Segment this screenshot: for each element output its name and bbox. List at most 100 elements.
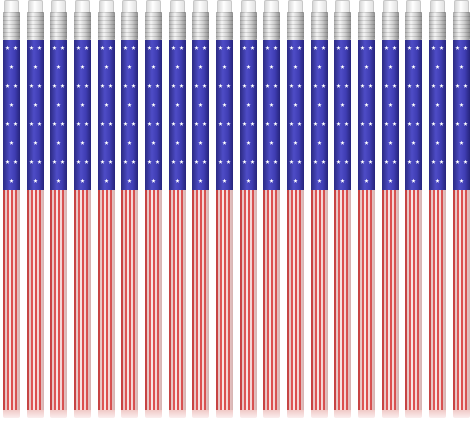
star-icon [459, 102, 464, 107]
star-icon [52, 83, 58, 88]
pencil-end [74, 410, 92, 418]
star-icon [364, 178, 369, 183]
star-icon [103, 140, 109, 145]
star-icon [411, 64, 417, 69]
star-icon [289, 45, 294, 50]
pencil-ferrule [405, 12, 423, 40]
star-icon [265, 121, 271, 126]
star-icon [415, 45, 421, 50]
star-icon [32, 102, 38, 107]
star-icon [336, 159, 342, 164]
star-icon [317, 102, 322, 107]
star-icon [364, 64, 369, 69]
star-icon [340, 140, 346, 145]
star-icon [131, 83, 137, 88]
star-icon [107, 121, 113, 126]
star-icon [344, 45, 350, 50]
star-icon [368, 45, 373, 50]
star-icon [103, 178, 109, 183]
pencil-eraser [169, 0, 185, 12]
pencil-end [216, 410, 234, 418]
star-icon [388, 102, 393, 107]
star-icon [321, 121, 326, 126]
star-icon [336, 83, 342, 88]
star-icon [179, 83, 184, 88]
star-icon [222, 102, 227, 107]
star-icon [242, 45, 247, 50]
star-icon [5, 121, 10, 126]
star-icon [218, 45, 223, 50]
pencil-star-field [97, 40, 115, 190]
star-icon [407, 159, 413, 164]
flag-pencil [428, 0, 447, 424]
star-icon [80, 178, 85, 183]
star-icon [84, 159, 89, 164]
pencil-eraser [453, 0, 469, 12]
pencil-star-field [381, 40, 399, 190]
pencil-stripes [287, 190, 305, 410]
pencil-eraser [27, 0, 43, 12]
pencil-eraser [382, 0, 398, 12]
pencil-eraser [430, 0, 446, 12]
star-icon [151, 178, 156, 183]
pencil-end [145, 410, 163, 418]
star-icon [293, 64, 298, 69]
star-icon [99, 159, 105, 164]
star-icon [246, 64, 251, 69]
star-icon [13, 83, 18, 88]
star-icon [151, 102, 156, 107]
pencil-star-field [358, 40, 376, 190]
flag-pencil [452, 0, 471, 424]
star-icon [155, 159, 160, 164]
star-icon [321, 83, 326, 88]
pencil-star-field [145, 40, 163, 190]
star-icon [455, 45, 460, 50]
star-icon [435, 64, 440, 69]
pencil-eraser [75, 0, 91, 12]
pencil-ferrule [334, 12, 352, 40]
star-icon [384, 121, 389, 126]
star-icon [103, 64, 109, 69]
flag-pencil [97, 0, 116, 424]
star-icon [36, 121, 42, 126]
pencil-end [3, 410, 20, 418]
star-icon [435, 140, 440, 145]
pencil-eraser [217, 0, 233, 12]
star-icon [226, 83, 231, 88]
star-icon [392, 45, 397, 50]
star-icon [459, 140, 464, 145]
star-icon [222, 178, 227, 183]
star-icon [175, 64, 180, 69]
pencil-star-field [429, 40, 447, 190]
pencil-star-field [239, 40, 257, 190]
star-icon [360, 159, 365, 164]
star-icon [250, 159, 255, 164]
star-icon [131, 159, 137, 164]
star-icon [84, 45, 89, 50]
pencil-ferrule [97, 12, 115, 40]
pencil-ferrule [168, 12, 186, 40]
star-icon [463, 159, 468, 164]
pencil-stripes [97, 190, 115, 410]
star-icon [265, 159, 271, 164]
star-icon [9, 64, 14, 69]
star-icon [76, 159, 81, 164]
star-icon [297, 121, 302, 126]
star-icon [463, 121, 468, 126]
star-icon [99, 121, 105, 126]
pencil-end [26, 410, 44, 418]
pencil-stripes [429, 190, 447, 410]
star-icon [123, 121, 129, 126]
star-icon [198, 140, 204, 145]
pencil-star-field [3, 40, 20, 190]
star-icon [13, 121, 18, 126]
pencil-eraser [335, 0, 351, 12]
flag-pencil [144, 0, 163, 424]
star-icon [32, 64, 38, 69]
star-icon [246, 102, 251, 107]
star-icon [155, 45, 160, 50]
star-icon [273, 159, 279, 164]
star-icon [340, 178, 346, 183]
star-icon [360, 121, 365, 126]
star-icon [56, 140, 62, 145]
